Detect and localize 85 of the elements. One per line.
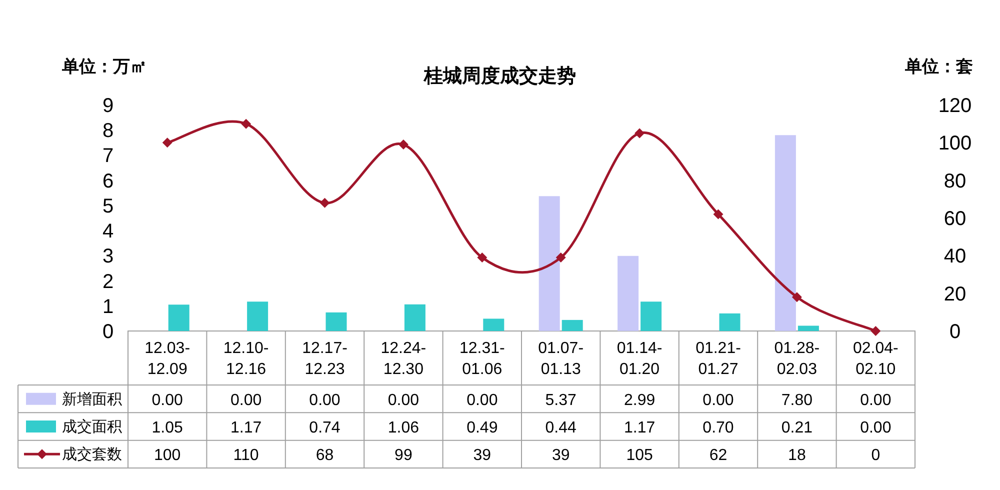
y2-axis-title: 单位：套 bbox=[904, 57, 973, 76]
data-label: 39 bbox=[552, 447, 570, 464]
data-label: 1.05 bbox=[152, 420, 184, 436]
data-label: 0.70 bbox=[702, 420, 734, 436]
y-tick-label: 5 bbox=[102, 195, 114, 218]
y-tick-label: 9 bbox=[102, 95, 114, 117]
data-label: 62 bbox=[709, 447, 728, 464]
point bbox=[398, 140, 408, 150]
y2-tick-label: 100 bbox=[938, 132, 972, 155]
point bbox=[792, 292, 802, 302]
y2-tick-label: 0 bbox=[949, 321, 961, 343]
y-tick-label: 4 bbox=[102, 220, 114, 243]
data-label: 68 bbox=[316, 447, 334, 464]
x-tick-label: 12.10-12.16 bbox=[223, 340, 269, 378]
y2-tick-label: 120 bbox=[938, 95, 972, 117]
data-label: 1.06 bbox=[388, 420, 420, 436]
y2-tick-label: 20 bbox=[944, 283, 966, 306]
bar bbox=[640, 302, 662, 331]
data-label: 0.00 bbox=[309, 392, 340, 409]
data-label: 110 bbox=[233, 447, 259, 464]
x-tick-label: 12.31-01.06 bbox=[459, 340, 505, 378]
point bbox=[477, 252, 488, 263]
bar bbox=[618, 256, 639, 331]
y-tick-label: 3 bbox=[102, 246, 114, 268]
x-tick-label: 12.17-12.23 bbox=[302, 340, 348, 378]
data-label: 5.37 bbox=[545, 392, 577, 409]
data-label: 105 bbox=[626, 447, 653, 464]
data-label: 0.74 bbox=[309, 420, 340, 436]
data-label: 0.00 bbox=[466, 392, 498, 409]
data-label: 0.00 bbox=[860, 392, 892, 409]
x-tick-label: 01.07-01.13 bbox=[538, 340, 584, 378]
point bbox=[713, 209, 724, 220]
y-tick-label: 6 bbox=[102, 170, 114, 192]
data-label: 7.80 bbox=[781, 392, 813, 409]
point bbox=[556, 252, 566, 263]
data-label: 1.17 bbox=[230, 420, 262, 436]
y-axis-title: 单位：万㎡ bbox=[61, 57, 147, 76]
bar bbox=[247, 302, 268, 331]
x-tick-label: 01.28-02.03 bbox=[774, 340, 820, 378]
bar bbox=[168, 304, 190, 331]
data-label: 18 bbox=[788, 447, 806, 464]
data-label: 0.21 bbox=[781, 420, 813, 436]
point bbox=[241, 118, 252, 129]
y-tick-label: 0 bbox=[102, 321, 114, 343]
data-label: 2.99 bbox=[624, 392, 656, 409]
x-tick-label: 12.24-12.30 bbox=[380, 340, 426, 378]
data-label: 99 bbox=[394, 447, 412, 464]
bar bbox=[326, 312, 347, 331]
data-label: 0.00 bbox=[702, 392, 734, 409]
y2-tick-label: 80 bbox=[944, 170, 966, 192]
bar bbox=[538, 196, 560, 331]
legend-label: 新增面积 bbox=[62, 390, 122, 408]
bar bbox=[719, 313, 740, 331]
data-label: 100 bbox=[154, 447, 181, 464]
y-tick-label: 2 bbox=[102, 270, 114, 293]
x-tick-label: 01.14-01.20 bbox=[616, 340, 662, 378]
y2-tick-label: 60 bbox=[944, 208, 966, 230]
y-tick-label: 1 bbox=[102, 296, 114, 318]
legend-label: 成交面积 bbox=[62, 418, 122, 436]
x-tick-label: 02.04-02.10 bbox=[852, 340, 898, 378]
point bbox=[320, 198, 330, 208]
x-tick-label: 01.21-01.27 bbox=[696, 340, 741, 378]
x-tick-label: 12.03-12.09 bbox=[144, 340, 190, 378]
point bbox=[870, 326, 881, 336]
chart-title: 桂城周度成交走势 bbox=[423, 65, 576, 87]
data-label: 0.00 bbox=[388, 392, 420, 409]
data-label: 39 bbox=[473, 447, 492, 464]
bar bbox=[404, 304, 426, 331]
data-label: 0.44 bbox=[545, 420, 577, 436]
bar bbox=[774, 135, 796, 331]
data-label: 0.00 bbox=[860, 420, 892, 436]
bar bbox=[798, 326, 819, 331]
data-label: 0.00 bbox=[152, 392, 184, 409]
data-label: 1.17 bbox=[624, 420, 656, 436]
y2-tick-label: 40 bbox=[944, 246, 966, 268]
data-label: 0.00 bbox=[230, 392, 262, 409]
legend-label: 成交套数 bbox=[62, 446, 122, 464]
bar bbox=[562, 320, 583, 331]
point bbox=[634, 128, 645, 138]
y-tick-label: 7 bbox=[102, 145, 114, 168]
y-tick-label: 8 bbox=[102, 120, 114, 142]
data-label: 0.49 bbox=[466, 420, 498, 436]
bar bbox=[483, 318, 504, 331]
point bbox=[162, 138, 172, 148]
data-label: 0 bbox=[871, 447, 880, 464]
